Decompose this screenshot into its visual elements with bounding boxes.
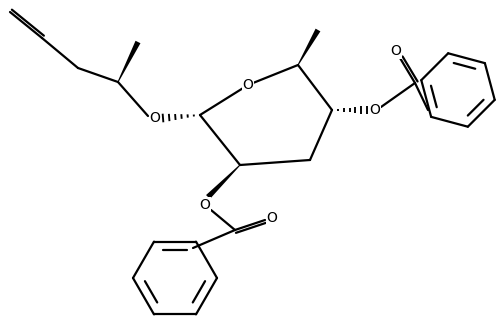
Text: O: O — [390, 44, 402, 58]
Polygon shape — [118, 41, 141, 82]
Text: O: O — [200, 198, 210, 212]
Text: O: O — [150, 111, 160, 125]
Polygon shape — [206, 165, 240, 199]
Text: O: O — [266, 211, 278, 225]
Polygon shape — [298, 29, 320, 65]
Text: O: O — [242, 78, 254, 92]
Text: O: O — [370, 103, 380, 117]
